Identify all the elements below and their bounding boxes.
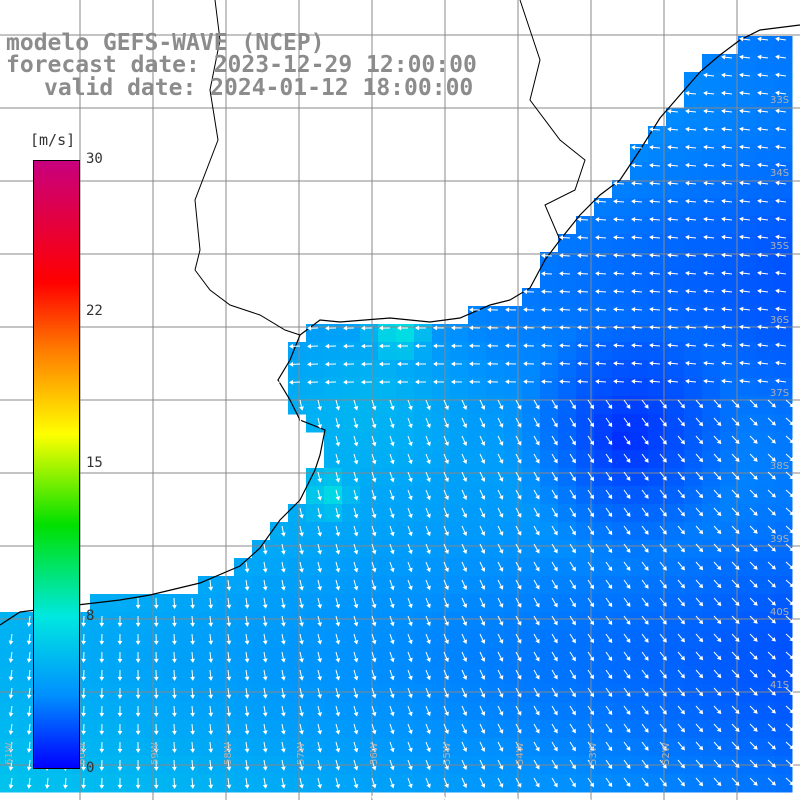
lat-label: 38S <box>770 461 789 472</box>
colorbar-tick-8: 8 <box>86 608 95 624</box>
river-border <box>194 0 221 271</box>
lon-label: 55W <box>442 742 453 765</box>
wind-arrows <box>8 36 795 800</box>
lat-label: 34S <box>770 168 789 179</box>
colorbar-tick-22: 22 <box>86 303 103 319</box>
lat-label: 35S <box>770 241 789 252</box>
lat-label: 40S <box>770 607 789 618</box>
title-forecast-date: forecast date: 2023-12-29 12:00:00 <box>6 52 477 78</box>
colorbar-tick-15: 15 <box>86 455 103 471</box>
lon-label: 52W <box>661 742 672 765</box>
colorbar-tick-0: 0 <box>86 760 95 776</box>
colorbar <box>33 160 80 769</box>
lat-label: 36S <box>770 315 789 326</box>
lon-label: 61W <box>4 742 15 765</box>
lon-label: 60W <box>77 742 88 765</box>
lat-label: 39S <box>770 534 789 545</box>
lat-label: 33S <box>770 95 789 106</box>
lon-label: 54W <box>515 742 526 765</box>
lat-label: 41S <box>770 680 789 691</box>
country-border <box>519 0 586 241</box>
coastline <box>0 24 800 626</box>
lon-label: 56W <box>369 742 380 765</box>
lon-label: 57W <box>296 742 307 765</box>
colorbar-unit-label: [m/s] <box>30 131 76 149</box>
lat-label: 37S <box>770 388 789 399</box>
colorbar-tick-30: 30 <box>86 151 103 167</box>
lon-label: 58W <box>223 742 234 765</box>
title-valid-date: valid date: 2024-01-12 18:00:00 <box>44 75 474 101</box>
estuary-west-coast <box>194 269 301 336</box>
lon-label: 59W <box>150 742 161 765</box>
lon-label: 53W <box>588 742 599 765</box>
title-model: modelo GEFS-WAVE (NCEP) <box>6 30 325 56</box>
